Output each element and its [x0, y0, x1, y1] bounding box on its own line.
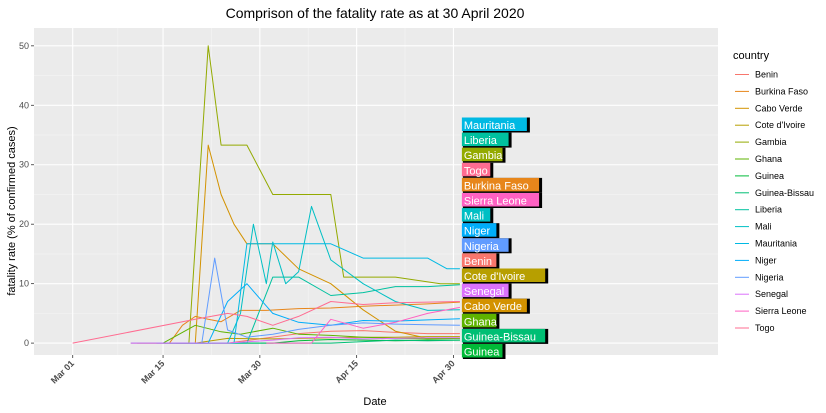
end-label-box: [461, 313, 497, 328]
series-line-togo: [72, 301, 460, 344]
legend-label: Cote d'Ivoire: [755, 120, 805, 130]
y-tick-label: 0: [24, 338, 29, 348]
y-axis-title: fatality rate (% of confirmed cases): [6, 126, 18, 295]
legend-label: Ghana: [755, 154, 782, 164]
end-label-box: [461, 238, 509, 252]
end-label-box: [461, 117, 527, 131]
end-label-text: Sierra Leone: [464, 196, 527, 208]
legend-label: Guinea-Bissau: [755, 188, 814, 198]
legend-label: Mali: [755, 222, 772, 232]
end-label-text: Togo: [464, 165, 488, 177]
y-tick-label: 20: [19, 219, 29, 229]
chart-title: Comprison of the fatality rate as at 30 …: [226, 5, 525, 21]
series-line-sierra-leone: [266, 306, 460, 344]
x-tick-label: Mar 01: [49, 358, 76, 385]
legend: country Benin Burkina Faso Cabo Verde Cote …: [733, 50, 814, 333]
x-tick-label: Mar 30: [236, 358, 263, 385]
grid-lines: [34, 28, 718, 355]
x-tick-label: Mar 15: [139, 358, 166, 385]
end-label-box: [461, 268, 546, 282]
legend-label: Liberia: [755, 205, 782, 215]
y-axis: 0 10 20 30 40 50: [19, 41, 34, 348]
series-line-niger: [188, 283, 460, 344]
end-label-box: [461, 208, 491, 222]
x-tick-label: Apr 15: [333, 358, 360, 385]
end-label-box: [461, 162, 491, 177]
legend-label: Burkina Faso: [755, 86, 808, 96]
legend-label: Senegal: [755, 289, 788, 299]
y-tick-label: 50: [19, 41, 29, 51]
end-label-text: Nigeria: [464, 241, 500, 253]
end-label-text: Gambia: [464, 150, 503, 162]
end-label-text: Senegal: [464, 286, 504, 298]
series-lines: [72, 45, 460, 344]
x-axis: Mar 01 Mar 15 Mar 30 Apr 15 Apr 30: [49, 355, 457, 386]
series-line-mali: [227, 205, 460, 344]
end-label-box: [461, 298, 527, 313]
end-label-box: [461, 147, 503, 162]
end-label-box: [461, 344, 503, 358]
legend-label: Nigeria: [755, 272, 784, 282]
end-label-box: [461, 177, 540, 192]
end-label-text: Burkina Faso: [464, 180, 529, 192]
end-label-box: [461, 132, 509, 147]
end-label-text: Guinea: [464, 347, 500, 359]
end-label-box: [461, 283, 509, 298]
legend-label: Mauritania: [755, 239, 797, 249]
series-line-liberia: [169, 276, 460, 344]
series-line-senegal: [130, 336, 460, 344]
legend-label: Benin: [755, 70, 778, 80]
y-tick-label: 30: [19, 160, 29, 170]
legend-label: Togo: [755, 323, 775, 333]
end-label-text: Cote d'Ivoire: [464, 271, 525, 283]
end-label-box: [461, 193, 540, 207]
end-label-text: Mauritania: [464, 120, 516, 132]
end-label-box: [461, 253, 497, 267]
legend-label: Gambia: [755, 137, 787, 147]
legend-label: Guinea: [755, 171, 784, 181]
legend-title: country: [733, 50, 770, 62]
end-label-text: Cabo Verde: [464, 301, 522, 313]
end-label-text: Mali: [464, 211, 484, 223]
end-label-text: Guinea-Bissau: [464, 331, 536, 343]
x-tick-label: Apr 30: [430, 358, 457, 385]
series-line-gambia: [176, 45, 460, 344]
end-label-text: Benin: [464, 256, 492, 268]
plot-panel: [34, 28, 718, 355]
series-line-cote-d-ivoire: [137, 336, 460, 344]
series-line-cabo-verde: [194, 144, 460, 344]
y-tick-label: 10: [19, 279, 29, 289]
legend-label: Niger: [755, 255, 777, 265]
y-tick-label: 40: [19, 100, 29, 110]
end-label-text: Niger: [464, 226, 491, 238]
series-line-mauritania: [156, 243, 460, 344]
x-axis-title: Date: [363, 396, 386, 408]
end-labels: Mauritania Liberia Gambia Togo Burkina Faso S…: [461, 117, 549, 359]
end-label-text: Liberia: [464, 135, 498, 147]
end-label-box: [461, 328, 546, 343]
legend-label: Cabo Verde: [755, 103, 803, 113]
end-label-box: [461, 223, 497, 237]
legend-label: Sierra Leone: [755, 306, 807, 316]
end-label-text: Ghana: [464, 316, 498, 328]
